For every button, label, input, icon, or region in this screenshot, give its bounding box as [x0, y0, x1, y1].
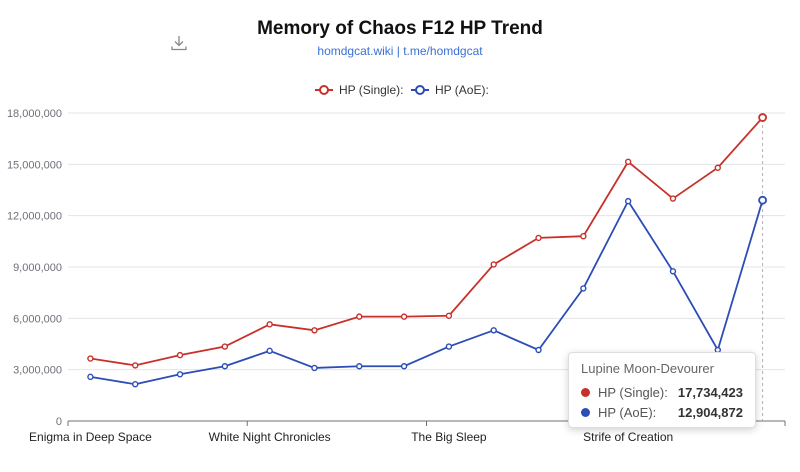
chart-subtitle[interactable]: homdgcat.wiki | t.me/homdgcat: [317, 44, 483, 58]
grid-lines: [68, 112, 785, 371]
data-point-single: [669, 195, 677, 202]
data-point-aoe: [758, 195, 767, 205]
data-point-single: [535, 234, 542, 242]
data-point-single: [445, 312, 453, 319]
data-point-single: [490, 261, 497, 268]
legend-label: HP (Single):: [339, 83, 403, 97]
legend-item-single[interactable]: HP (Single):: [315, 83, 403, 97]
x-axis: Enigma in Deep Space White Night Chronicl…: [29, 420, 786, 444]
data-point-aoe: [445, 343, 453, 350]
data-point-aoe: [132, 381, 139, 388]
y-tick-label: 12,000,000: [7, 211, 62, 223]
tooltip-title: Lupine Moon-Devourer: [581, 361, 714, 376]
data-point-aoe: [580, 285, 587, 292]
data-point-aoe: [624, 197, 632, 205]
tooltip-aoe-name: HP (AoE):: [598, 404, 657, 420]
legend-marker-icon: [415, 85, 425, 95]
y-tick-label: 9,000,000: [13, 262, 62, 274]
data-point-single: [714, 164, 721, 171]
series-line-aoe: [90, 199, 764, 386]
series-lines[interactable]: [87, 113, 767, 388]
data-point-single: [580, 232, 587, 240]
x-tick-label: Strife of Creation: [583, 430, 673, 444]
y-tick-label: 0: [56, 416, 62, 428]
data-point-single: [266, 321, 273, 328]
data-point-aoe: [490, 327, 497, 334]
data-point-single: [356, 313, 363, 320]
data-point-aoe: [266, 347, 273, 355]
data-point-single: [758, 113, 767, 122]
data-point-aoe: [535, 346, 542, 354]
x-tick-label: White Night Chronicles: [209, 430, 331, 444]
y-axis-ticks: 0 3,000,000 6,000,000 9,000,000 12,000,000 15…: [7, 108, 62, 428]
tooltip-aoe-value: 12,904,872: [677, 404, 743, 420]
data-point-single: [87, 355, 94, 362]
tooltip-single-dot: [581, 387, 590, 397]
tooltip: Lupine Moon-Devourer HP (Single): 17,734…: [568, 352, 756, 428]
tooltip-row-single: HP (Single): 17,734,423: [581, 382, 743, 402]
data-point-aoe: [669, 268, 677, 275]
data-point-aoe: [356, 363, 363, 370]
data-point-single: [221, 343, 229, 350]
x-tick-label: The Big Sleep: [411, 430, 487, 444]
data-point-single: [311, 327, 318, 334]
data-point-aoe: [176, 371, 184, 378]
data-point-single: [400, 313, 408, 320]
data-point-single: [624, 158, 632, 165]
y-tick-label: 6,000,000: [13, 313, 62, 325]
legend-label: HP (AoE):: [435, 83, 489, 97]
tooltip-aoe-dot: [581, 407, 590, 417]
x-tick-label: Enigma in Deep Space: [29, 430, 152, 444]
tooltip-row-aoe: HP (AoE): 12,904,872: [581, 402, 743, 422]
y-tick-label: 3,000,000: [13, 365, 62, 377]
y-tick-label: 18,000,000: [7, 108, 62, 120]
legend[interactable]: HP (Single): HP (AoE):: [315, 83, 489, 97]
legend-marker-icon: [319, 85, 329, 95]
data-point-single: [132, 362, 139, 369]
data-point-aoe: [87, 373, 94, 381]
data-point-aoe: [311, 364, 318, 372]
chart-title: Memory of Chaos F12 HP Trend: [257, 18, 543, 39]
y-tick-label: 15,000,000: [7, 159, 62, 171]
tooltip-single-name: HP (Single):: [598, 384, 668, 400]
legend-item-aoe[interactable]: HP (AoE):: [411, 83, 489, 97]
data-point-single: [176, 351, 184, 359]
data-point-aoe: [221, 363, 229, 370]
tooltip-single-value: 17,734,423: [677, 384, 743, 400]
data-point-aoe: [400, 363, 408, 370]
download-icon[interactable]: [170, 34, 188, 52]
series-line-single: [90, 116, 764, 367]
